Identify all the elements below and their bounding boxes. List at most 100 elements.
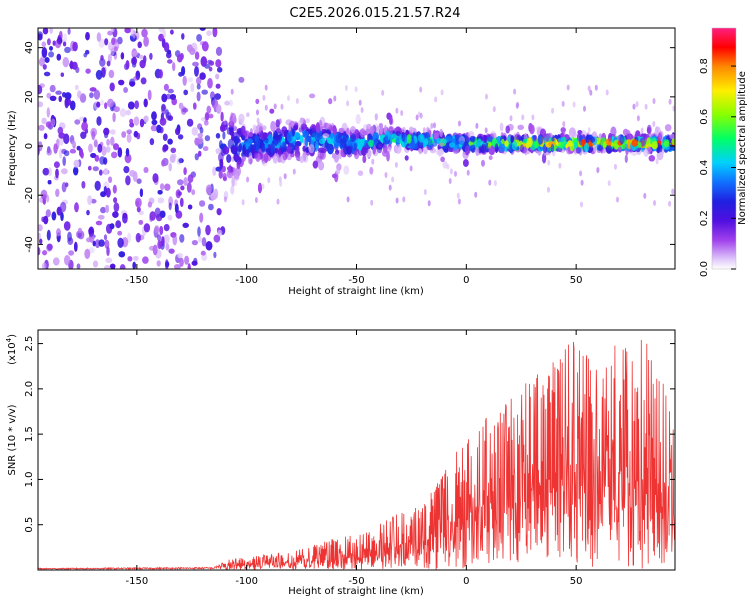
spectrogram-cell [261,183,265,190]
spectrogram-cell [475,147,480,156]
spectrogram-cell [152,244,158,256]
spectrogram-cell [88,247,95,254]
spectrogram-cell [167,214,173,221]
spectrogram-cell [42,250,48,256]
spectrogram-cell [181,33,185,40]
spectrogram-cell [440,156,445,163]
spectrogram-cell [74,84,79,91]
spectrogram-cell [580,179,584,186]
spectrogram-cell [557,137,564,143]
spectrogram-cell [206,105,212,114]
spectrogram-cell [98,239,105,247]
spectrogram-cell [569,127,576,137]
spectrogram-cell [47,167,52,177]
spectrogram-cell [191,240,198,246]
spectrogram-cell [46,107,50,118]
spectrogram-cell [614,163,617,170]
spectrogram-cell [388,126,394,135]
spectrogram-cell [279,180,283,187]
spectrogram-cell [44,57,50,63]
spectrogram-cell [227,166,231,173]
spectrogram-cell [207,78,213,89]
spectrogram-cell [130,28,134,37]
spectrogram-cell [515,103,519,109]
snr-ylabel: SNR (10 * v/v) [7,404,18,475]
spectrogram-cell [159,210,166,218]
x-tick-label: -100 [235,576,258,587]
spectrogram-cell [187,204,193,210]
x-tick-label: 0 [463,576,469,587]
spectrogram-cell [90,127,97,137]
spectrogram-cell [110,136,115,146]
spectrogram-cell [346,100,350,107]
spectrogram-cell [100,55,104,61]
spectrogram-cell [360,107,364,113]
spectrogram-cell [381,89,385,96]
spectrogram-cell [216,104,222,114]
spectrogram-cell [521,114,525,121]
snr-ticks: -150 -100 -50 0 50 0.5 1.0 1.5 2.0 2.5 [24,330,675,587]
spectrogram-cell [636,115,640,122]
colorbar-label: Normalized spectral amplitude [737,71,748,225]
spectrogram-cell [648,155,655,162]
spectrogram-cell [90,153,97,158]
spectrogram-cell [191,189,196,196]
spectrogram-cell [167,49,172,55]
spectrogram-cell [58,132,66,139]
spectrogram-cell [213,234,221,243]
spectrogram-cell [49,28,53,34]
spectrogram-cell [350,125,356,134]
x-tick-label: 50 [570,576,583,587]
spectrogram-cell [69,148,76,154]
spectrogram-cell [394,161,398,168]
spectrogram-cell [165,261,170,268]
spectrogram-cell [163,83,169,91]
spectrogram-cell [513,88,517,95]
spectrogram-cell [365,143,369,154]
spectrogram-cell [133,116,140,126]
y-tick-label: -20 [24,187,35,203]
spectrogram-cell [532,135,537,140]
spectrogram-cell [108,69,115,79]
spectrogram-cell [177,252,184,259]
spectrogram-cell [121,131,127,138]
spectrogram-cell [159,117,167,126]
spectrogram-cell [69,100,76,111]
spectrogram-cell [65,182,69,188]
spectrogram-cell [533,140,539,149]
spectrogram-cell [113,202,120,212]
spectrogram-cell [74,202,79,213]
spectrogram-cell [136,206,141,213]
spectrogram-cell [566,84,570,91]
spectrogram-cell [67,28,71,35]
spectrogram-cell [346,127,350,137]
spectrogram-cell [193,102,197,110]
spectrogram-cell [165,109,169,119]
spectrogram-cell [196,34,203,42]
spectrogram-cell [261,142,265,151]
spectrogram-cell [180,53,184,60]
spectrogram-cell [589,89,593,96]
spectrogram-cell [64,92,72,100]
spectrogram-cell [168,162,172,172]
spectrogram-cell [538,134,542,145]
spectrogram-cell [605,89,609,96]
spectrogram-cell [230,145,238,155]
spectrogram-cell [274,147,279,154]
spectrogram-cell [430,122,434,129]
spectrogram-cell [278,176,282,183]
spectrogram-cell [335,149,340,155]
spectrogram-cell [338,127,345,133]
spectrogram-cell [476,140,481,148]
x-tick-label: -50 [348,576,364,587]
spectrogram-cell [81,181,86,189]
spectrogram-cell [192,61,199,67]
spectrogram-cell [55,168,59,179]
spectrogram-cell [107,53,112,63]
spectrogram-cell [118,79,125,86]
x-tick-label: 50 [570,275,583,286]
x-tick-label: -150 [125,576,148,587]
spectrogram-cell [384,135,389,145]
spectrogram-cell [118,251,126,258]
spectrogram-cell [350,133,357,143]
